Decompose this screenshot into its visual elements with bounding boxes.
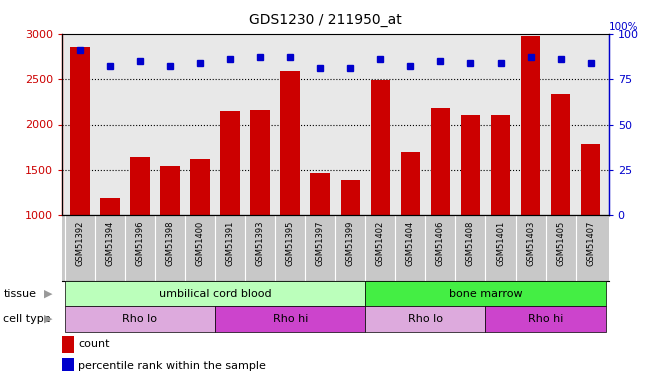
Bar [400, 152, 420, 215]
Bar [70, 47, 90, 215]
Text: percentile rank within the sample: percentile rank within the sample [78, 361, 266, 370]
Bar [62, 358, 74, 371]
Bar [551, 94, 570, 215]
Bar [340, 180, 360, 215]
Bar [521, 36, 540, 215]
Text: Rho hi: Rho hi [273, 314, 308, 324]
Text: GSM51398: GSM51398 [165, 220, 174, 266]
Text: Rho lo: Rho lo [122, 314, 158, 324]
Bar [251, 110, 270, 215]
Text: GSM51401: GSM51401 [496, 220, 505, 266]
Text: tissue: tissue [3, 289, 36, 298]
Text: GSM51391: GSM51391 [226, 220, 234, 266]
Text: GSM51402: GSM51402 [376, 220, 385, 266]
Bar [100, 198, 120, 215]
Bar [365, 306, 486, 332]
Text: count: count [78, 339, 109, 349]
Text: GSM51397: GSM51397 [316, 220, 325, 266]
Text: GDS1230 / 211950_at: GDS1230 / 211950_at [249, 13, 402, 27]
Bar [370, 80, 390, 215]
Bar [461, 114, 480, 215]
Text: umbilical cord blood: umbilical cord blood [159, 289, 271, 298]
Bar [190, 159, 210, 215]
Bar [160, 166, 180, 215]
Text: GSM51407: GSM51407 [586, 220, 595, 266]
Text: GSM51394: GSM51394 [105, 220, 115, 266]
Text: GSM51399: GSM51399 [346, 220, 355, 266]
Text: 100%: 100% [609, 22, 638, 32]
Text: GSM51403: GSM51403 [526, 220, 535, 266]
Text: GSM51408: GSM51408 [466, 220, 475, 266]
Text: GSM51400: GSM51400 [195, 220, 204, 266]
Text: Rho lo: Rho lo [408, 314, 443, 324]
Bar [65, 306, 215, 332]
Text: GSM51392: GSM51392 [76, 220, 85, 266]
Bar [220, 111, 240, 215]
Bar [65, 281, 365, 306]
Text: GSM51406: GSM51406 [436, 220, 445, 266]
Bar [365, 281, 605, 306]
Bar [486, 306, 605, 332]
Text: cell type: cell type [3, 314, 51, 324]
Text: GSM51404: GSM51404 [406, 220, 415, 266]
Bar [215, 306, 365, 332]
Bar [311, 172, 330, 215]
Bar [62, 336, 74, 352]
Bar [491, 116, 510, 215]
Bar [581, 144, 600, 215]
Text: ▶: ▶ [44, 289, 53, 298]
Text: GSM51393: GSM51393 [256, 220, 265, 266]
Text: ▶: ▶ [44, 314, 53, 324]
Text: GSM51396: GSM51396 [135, 220, 145, 266]
Text: Rho hi: Rho hi [528, 314, 563, 324]
Text: bone marrow: bone marrow [449, 289, 522, 298]
Text: GSM51395: GSM51395 [286, 220, 295, 266]
Text: GSM51405: GSM51405 [556, 220, 565, 266]
Bar [130, 157, 150, 215]
Bar [431, 108, 450, 215]
Bar [281, 71, 300, 215]
